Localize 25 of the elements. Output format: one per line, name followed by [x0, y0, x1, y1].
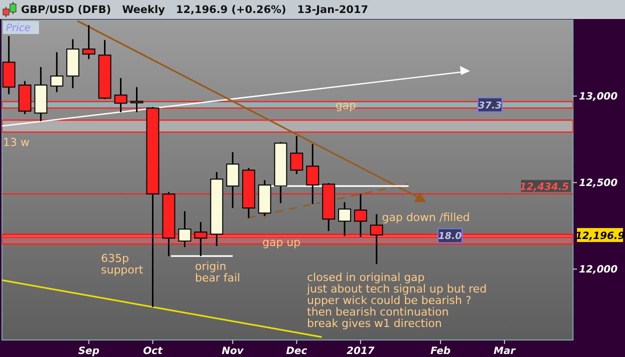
y-tick-label: 13,000: [579, 92, 618, 103]
y-axis-title: Price: [6, 23, 31, 34]
candlestick: [338, 201, 352, 237]
x-tick-label: 2017: [346, 346, 375, 357]
chart-title: GBP/USD (DFB) Weekly 12,196.9 (+0.26%) 13-Jan-2017: [21, 4, 368, 16]
x-tick-label: Oct: [143, 346, 164, 357]
annotation: origin bear fail: [195, 260, 240, 284]
x-tick-label: Nov: [222, 346, 244, 357]
candlestick: [178, 210, 192, 248]
x-tick-label: Sep: [78, 346, 100, 357]
annotation: 13 w: [3, 136, 30, 149]
annotation: closed in original gap just about tech signal up but red upper wick could be bearish ? then bearish continuation break gives w1 direction: [306, 271, 487, 330]
candlestick: [226, 151, 240, 209]
ref-line-label: 12,434.5: [520, 182, 570, 193]
y-tick-label: 12,500: [579, 178, 618, 190]
candlestick: [82, 24, 96, 60]
annotation: 635p support: [101, 252, 144, 276]
x-tick-label: Feb: [430, 346, 451, 357]
annotation: gap down /filled: [382, 211, 470, 224]
candlestick: [50, 51, 64, 93]
x-tick-label: Mar: [494, 346, 516, 357]
x-tick-label: Dec: [286, 346, 308, 357]
y-tick-label: 12,000: [579, 264, 618, 276]
candlestick: [290, 135, 304, 175]
band-label: 18.0: [438, 231, 462, 242]
